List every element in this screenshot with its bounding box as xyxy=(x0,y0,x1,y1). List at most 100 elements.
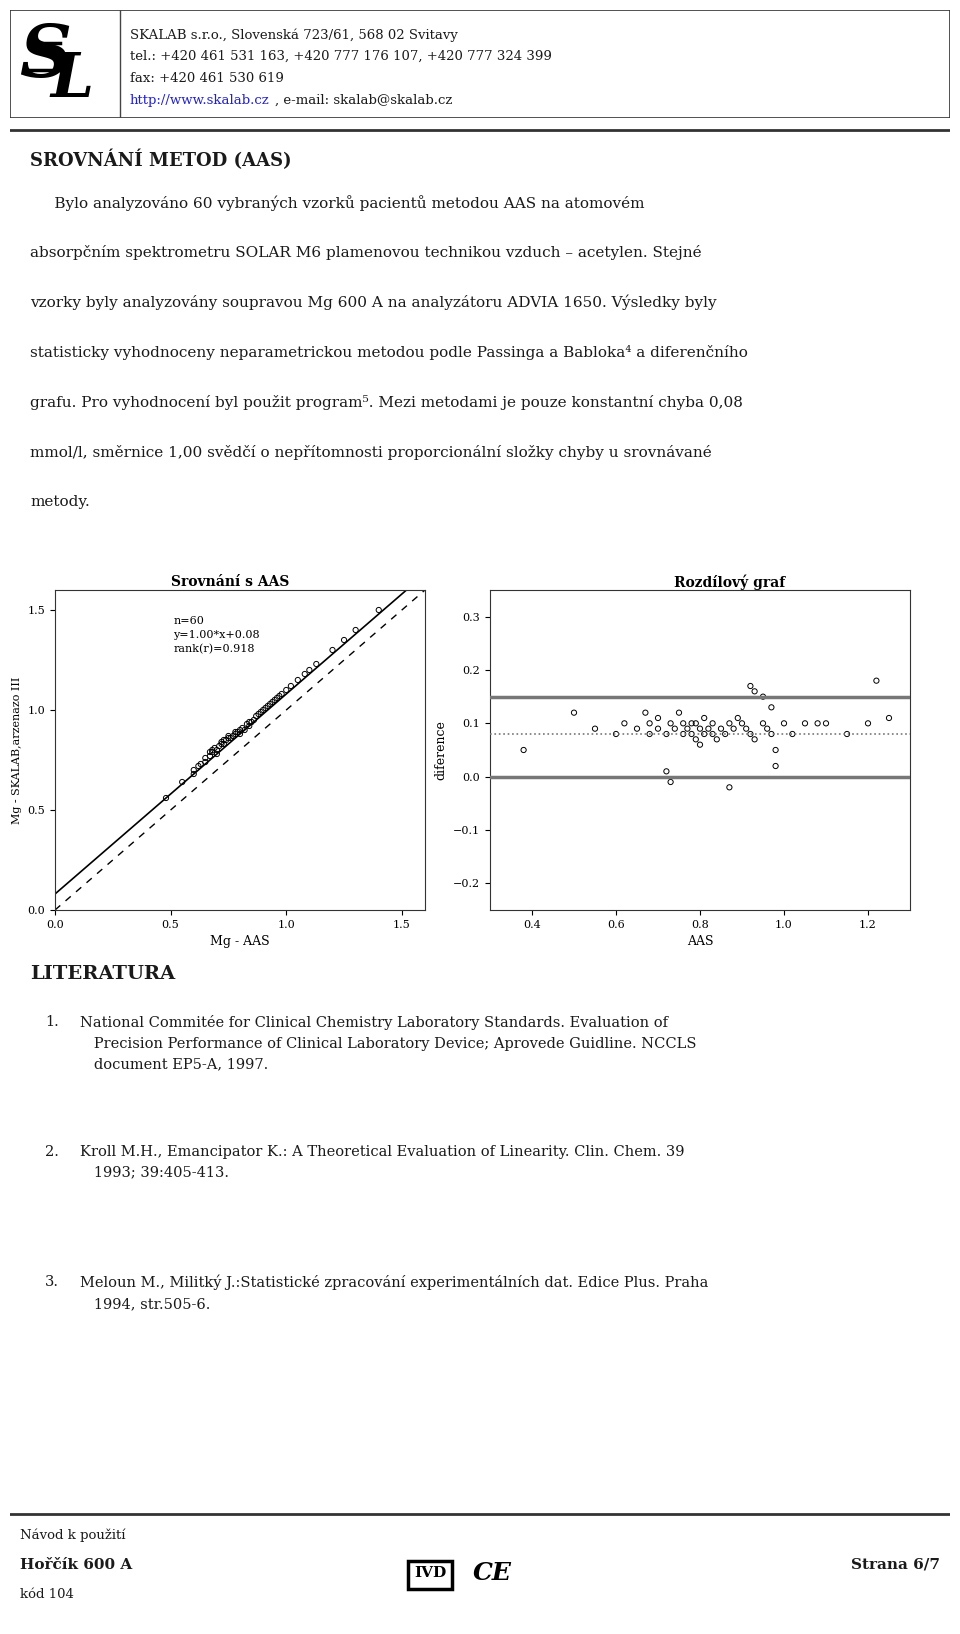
Point xyxy=(257,694,273,721)
Point xyxy=(297,660,312,686)
X-axis label: Mg - AAS: Mg - AAS xyxy=(210,935,270,948)
Point xyxy=(237,717,252,743)
Point xyxy=(214,730,229,757)
Point xyxy=(784,721,800,747)
Point xyxy=(251,701,266,727)
Point xyxy=(283,673,299,699)
Point xyxy=(301,657,317,683)
Point xyxy=(659,721,674,747)
Point xyxy=(756,683,771,709)
Point xyxy=(869,668,884,694)
Point xyxy=(244,709,259,735)
Point xyxy=(253,699,269,725)
Point xyxy=(207,735,223,761)
Point xyxy=(709,725,725,752)
Text: L: L xyxy=(51,51,93,109)
Point xyxy=(249,703,264,729)
Point xyxy=(193,752,208,778)
Point xyxy=(265,690,280,716)
Point xyxy=(734,711,750,737)
Text: absorpčním spektrometru SOLAR M6 plamenovou technikou vzduch – acetylen. Stejné: absorpčním spektrometru SOLAR M6 plameno… xyxy=(30,245,702,260)
Point xyxy=(688,711,704,737)
Point xyxy=(221,725,236,752)
Point xyxy=(768,737,783,763)
Point xyxy=(228,719,243,745)
Point xyxy=(717,721,732,747)
Point xyxy=(228,721,243,747)
Point xyxy=(348,618,363,644)
Point xyxy=(705,711,720,737)
Point xyxy=(743,673,758,699)
Text: Meloun M., Militký J.:Statistické zpracování experimentálních dat. Edice Plus. P: Meloun M., Militký J.:Statistické zpraco… xyxy=(80,1275,708,1310)
Text: tel.: +420 461 531 163, +420 777 176 107, +420 777 324 399: tel.: +420 461 531 163, +420 777 176 107… xyxy=(130,51,552,64)
Point xyxy=(667,716,683,742)
Point xyxy=(697,704,712,730)
Text: SKALAB s.r.o., Slovenská 723/61, 568 02 Svitavy: SKALAB s.r.o., Slovenská 723/61, 568 02 … xyxy=(130,28,458,41)
Point xyxy=(223,725,238,752)
Text: Kroll M.H., Emancipator K.: A Theoretical Evaluation of Linearity. Clin. Chem. 3: Kroll M.H., Emancipator K.: A Theoretica… xyxy=(80,1145,684,1180)
Point xyxy=(267,686,282,712)
Point xyxy=(680,716,695,742)
Point xyxy=(688,725,704,752)
Point xyxy=(738,716,754,742)
Point xyxy=(663,711,679,737)
Point xyxy=(516,737,531,763)
Point xyxy=(175,770,190,796)
Text: S: S xyxy=(19,21,71,92)
Text: National Commitée for Clinical Chemistry Laboratory Standards. Evaluation of
   : National Commitée for Clinical Chemistry… xyxy=(80,1015,697,1072)
Point xyxy=(198,745,213,771)
Point xyxy=(663,770,679,796)
Point xyxy=(209,740,225,766)
Point xyxy=(566,699,582,725)
Point xyxy=(659,758,674,784)
Point xyxy=(726,716,741,742)
Point xyxy=(221,722,236,748)
Point xyxy=(701,716,716,742)
Text: Rozdílový graf: Rozdílový graf xyxy=(674,574,785,590)
Point xyxy=(798,711,813,737)
Point xyxy=(743,721,758,747)
Point xyxy=(308,650,324,676)
Text: IVD: IVD xyxy=(414,1565,446,1580)
Point xyxy=(204,737,220,763)
Text: kód 104: kód 104 xyxy=(20,1588,74,1601)
Point xyxy=(226,722,241,748)
Point xyxy=(270,685,285,711)
Point xyxy=(650,716,665,742)
Point xyxy=(684,711,699,737)
Point xyxy=(731,704,746,730)
Point xyxy=(278,676,294,703)
Point xyxy=(642,711,658,737)
Point xyxy=(671,699,686,725)
Point xyxy=(747,678,762,704)
Text: LITERATURA: LITERATURA xyxy=(30,966,175,984)
Point xyxy=(262,691,277,717)
Point xyxy=(722,775,737,801)
Point xyxy=(239,711,254,737)
Text: CE: CE xyxy=(472,1560,512,1585)
Point xyxy=(839,721,854,747)
Point xyxy=(810,711,826,737)
Point xyxy=(216,730,231,757)
Text: n=60
y=1.00*x+0.08
rank(r)=0.918: n=60 y=1.00*x+0.08 rank(r)=0.918 xyxy=(174,616,260,654)
Text: 3.: 3. xyxy=(45,1275,59,1289)
Text: SROVNÁNÍ METOD (AAS): SROVNÁNÍ METOD (AAS) xyxy=(30,150,292,170)
Point xyxy=(768,753,783,779)
Point xyxy=(747,725,762,752)
Point xyxy=(881,704,897,730)
Text: grafu. Pro vyhodnocení byl použit program⁵. Mezi metodami je pouze konstantní ch: grafu. Pro vyhodnocení byl použit progra… xyxy=(30,395,743,410)
Point xyxy=(204,739,220,765)
Point xyxy=(818,711,833,737)
Text: 2.: 2. xyxy=(45,1145,59,1159)
Point xyxy=(684,721,699,747)
Text: metody.: metody. xyxy=(30,495,89,510)
Point xyxy=(203,739,218,765)
Point xyxy=(255,698,271,724)
Point xyxy=(759,716,775,742)
Point xyxy=(324,637,340,663)
Point xyxy=(232,721,248,747)
Point xyxy=(609,721,624,747)
Point xyxy=(214,729,229,755)
Point xyxy=(764,694,780,721)
Point xyxy=(274,681,289,708)
